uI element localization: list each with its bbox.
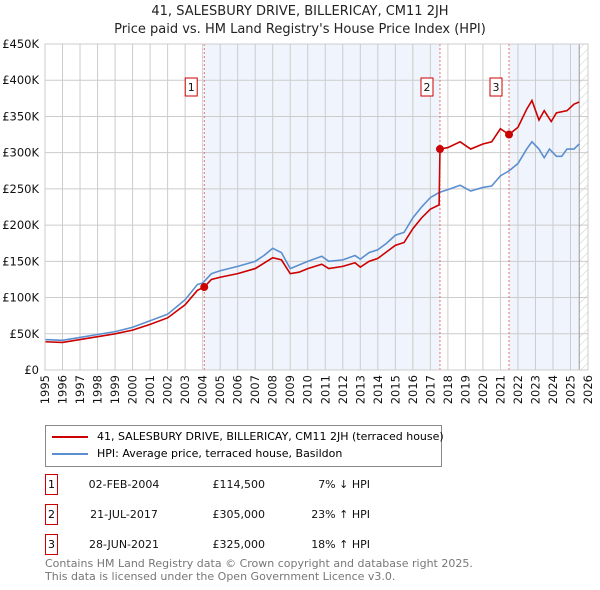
x-tick-label: 1998 <box>91 375 105 404</box>
x-tick-label: 2006 <box>231 375 245 404</box>
x-tick-label: 2020 <box>476 375 490 404</box>
x-tick-label: 1999 <box>108 375 122 404</box>
legend: 41, SALESBURY DRIVE, BILLERICAY, CM11 2J… <box>45 425 444 467</box>
x-tick-label: 2016 <box>406 375 420 404</box>
x-tick-label: 2017 <box>423 375 437 404</box>
sale-price: £305,000 <box>212 508 266 521</box>
y-tick-label: £150K <box>2 254 39 268</box>
shaded-range <box>204 44 440 370</box>
x-tick-label: 2025 <box>563 375 577 404</box>
sale-label: 3 <box>489 77 503 97</box>
x-tick-label: 2014 <box>371 375 385 404</box>
x-tick-label: 1995 <box>38 375 52 404</box>
sale-label-box <box>489 77 503 97</box>
sale-label: 2 <box>420 77 434 97</box>
y-tick-label: £450K <box>2 37 39 51</box>
sale-badge: 2 <box>45 504 58 525</box>
sale-label-box <box>184 77 198 97</box>
y-tick-label: £200K <box>2 218 39 232</box>
chart-subtitle: Price paid vs. HM Land Registry's House … <box>114 22 486 37</box>
legend-swatch-property <box>52 435 88 438</box>
sale-hpi-diff: 23% ↑ HPI <box>311 508 370 521</box>
x-tick-label: 2010 <box>301 375 315 404</box>
sale-date: 02-FEB-2004 <box>88 478 160 491</box>
legend-swatch-hpi <box>52 452 88 455</box>
x-tick-label: 2013 <box>353 375 367 404</box>
x-tick-label: 2007 <box>248 375 262 404</box>
x-tick-label: 2001 <box>143 375 157 404</box>
sale-badge: 3 <box>45 534 58 555</box>
x-tick-label: 2019 <box>458 375 472 404</box>
x-tick-label: 2023 <box>528 375 542 404</box>
x-tick-label: 2018 <box>441 375 455 404</box>
sale-badge: 1 <box>45 474 58 495</box>
sale-label-text: 1 <box>188 81 195 94</box>
x-tick-label: 2022 <box>511 375 525 404</box>
price-chart: 1995 1996 1997 1998 1999 2000 2001 2002 2003 2004… <box>2 37 595 404</box>
x-tick-label: 2003 <box>178 375 192 404</box>
sale-point <box>435 145 444 154</box>
sale-label: 1 <box>184 77 198 97</box>
forecast-hatch <box>579 44 588 370</box>
x-tick-label: 2005 <box>213 375 227 404</box>
x-tick-label: 2015 <box>388 375 402 404</box>
legend-item-hpi: HPI: Average price, terraced house, Basi… <box>52 447 342 460</box>
x-tick-label: 2002 <box>161 375 175 404</box>
sale-label-box <box>420 77 434 97</box>
sale-label-text: 3 <box>493 81 500 94</box>
y-tick-label: £250K <box>2 182 39 196</box>
plot-frame <box>44 43 589 371</box>
x-tick-label: 2000 <box>126 375 140 404</box>
x-tick-label: 2008 <box>266 375 280 404</box>
series-line-property <box>44 98 580 344</box>
y-tick-label: £100K <box>2 291 39 305</box>
footer-line-licence: This data is licensed under the Open Gov… <box>45 570 396 583</box>
legend-label-property: 41, SALESBURY DRIVE, BILLERICAY, CM11 2J… <box>97 430 444 443</box>
x-tick-label: 1996 <box>56 375 70 404</box>
x-tick-label: 2021 <box>493 375 507 404</box>
sale-date: 28-JUN-2021 <box>88 538 160 551</box>
chart-title: 41, SALESBURY DRIVE, BILLERICAY, CM11 2J… <box>151 4 449 19</box>
y-tick-label: £300K <box>2 146 39 160</box>
legend-label-hpi: HPI: Average price, terraced house, Basi… <box>97 447 343 460</box>
x-tick-label: 2011 <box>318 375 332 404</box>
sale-price: £325,000 <box>212 538 266 551</box>
sale-date: 21-JUL-2017 <box>90 508 158 521</box>
sale-point <box>200 283 209 292</box>
x-tick-label: 1997 <box>73 375 87 404</box>
x-tick-label: 2024 <box>546 375 560 404</box>
legend-item-property: 41, SALESBURY DRIVE, BILLERICAY, CM11 2J… <box>52 430 444 443</box>
footer: Contains HM Land Registry data © Crown c… <box>45 557 473 583</box>
sale-hpi-diff: 18% ↑ HPI <box>311 538 370 551</box>
footer-line-copyright: Contains HM Land Registry data © Crown c… <box>45 557 473 570</box>
y-tick-label: £0 <box>24 363 39 377</box>
y-tick-label: £50K <box>10 327 40 341</box>
series-line-hpi <box>44 140 580 342</box>
shaded-range <box>509 44 580 370</box>
y-tick-label: £400K <box>2 73 39 87</box>
sale-label-text: 2 <box>423 81 430 94</box>
x-tick-label: 2026 <box>581 375 595 404</box>
sale-price: £114,500 <box>212 478 266 491</box>
sale-point <box>505 130 514 139</box>
x-tick-label: 2012 <box>336 375 350 404</box>
x-tick-label: 2004 <box>196 375 210 404</box>
x-tick-label: 2009 <box>283 375 297 404</box>
y-tick-label: £350K <box>2 109 39 123</box>
sale-hpi-diff: 7% ↓ HPI <box>318 478 370 491</box>
